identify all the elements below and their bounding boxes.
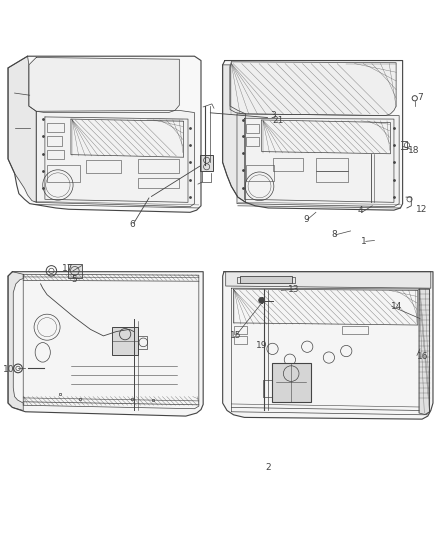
Bar [47,150,64,159]
Bar [342,326,368,334]
Text: 17: 17 [62,264,74,273]
Text: 4: 4 [357,206,363,215]
Bar [316,171,348,182]
Text: 10: 10 [3,365,14,374]
Polygon shape [223,61,403,210]
Text: 16: 16 [417,352,428,361]
Bar [234,326,247,334]
Text: 14: 14 [391,302,402,311]
Text: 3: 3 [270,111,276,120]
Text: 9: 9 [303,215,309,224]
Circle shape [259,297,265,303]
Text: 5: 5 [71,274,77,284]
Bar [200,155,213,171]
Polygon shape [8,56,201,212]
Bar [138,159,179,173]
Polygon shape [230,62,396,116]
Text: 12: 12 [416,205,427,214]
Bar [138,177,179,189]
Polygon shape [8,272,23,410]
Bar [47,136,62,146]
Bar [272,158,303,171]
Text: 6: 6 [130,220,135,229]
Bar [47,165,80,182]
Bar [316,158,348,171]
Polygon shape [8,272,203,416]
Text: 13: 13 [288,285,299,294]
Bar [86,160,121,173]
Bar [112,327,138,356]
Text: 1: 1 [361,237,367,246]
Polygon shape [223,272,433,419]
Text: 18: 18 [408,146,420,155]
Polygon shape [223,65,246,203]
Text: 7: 7 [417,93,423,102]
Polygon shape [36,110,194,207]
Bar [246,138,259,146]
Bar [68,264,82,278]
Bar [240,277,292,283]
Text: 8: 8 [331,230,337,239]
Bar [246,165,274,181]
Bar [246,124,259,133]
Text: 15: 15 [230,330,241,340]
Polygon shape [29,58,179,112]
Text: 19: 19 [256,341,268,350]
Bar [234,336,247,344]
Bar [47,123,64,132]
Bar [272,363,311,402]
Polygon shape [8,56,36,203]
Polygon shape [237,114,399,207]
Text: 21: 21 [272,116,284,125]
Polygon shape [226,272,431,288]
Text: 2: 2 [265,463,271,472]
Polygon shape [419,289,430,415]
